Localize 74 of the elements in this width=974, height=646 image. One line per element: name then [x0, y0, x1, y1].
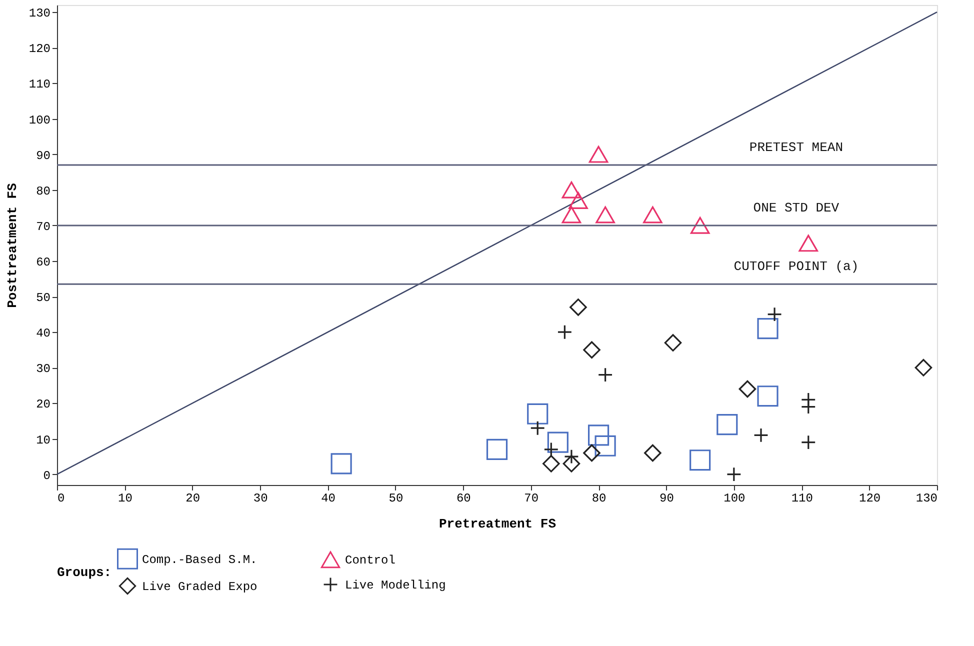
x-tick-label: 0	[58, 492, 65, 506]
y-tick-label: 30	[36, 362, 50, 376]
point	[564, 449, 579, 464]
point	[800, 399, 816, 414]
point	[527, 403, 548, 424]
point	[562, 181, 582, 198]
point	[690, 450, 711, 471]
y-tick-label: 40	[36, 326, 50, 341]
legend-label: Comp.-Based S.M.	[142, 552, 258, 567]
point	[738, 380, 756, 398]
legend-label: Control	[345, 554, 396, 568]
point	[767, 306, 782, 322]
x-tick-label: 90	[660, 492, 674, 506]
ref-line-label: CUTOFF POINT (a)	[734, 259, 859, 274]
x-tick-label: 100	[724, 492, 746, 506]
legend-title: Groups:	[57, 565, 112, 580]
y-tick-label: 70	[36, 220, 50, 234]
point	[643, 206, 662, 224]
ref-line-label: PRETEST MEAN	[749, 140, 844, 155]
point	[598, 367, 613, 382]
legend-label: Live Graded Expo	[142, 580, 258, 594]
point	[570, 298, 587, 316]
y-tick-label: 0	[43, 468, 50, 483]
ref-line-label: ONE STD DEV	[753, 200, 840, 216]
point	[547, 432, 568, 453]
point	[690, 216, 710, 234]
point	[583, 341, 600, 359]
x-tick-label: 60	[456, 492, 471, 506]
point	[757, 386, 778, 407]
x-tick-label: 80	[592, 492, 606, 506]
point	[588, 424, 610, 446]
point	[330, 453, 352, 474]
x-tick-label: 110	[791, 492, 813, 506]
point	[757, 318, 778, 340]
point	[716, 414, 738, 436]
point	[486, 438, 508, 460]
y-tick-label: 100	[28, 113, 50, 128]
y-tick-label: 90	[36, 148, 50, 163]
point	[596, 206, 615, 224]
x-tick-label: 40	[321, 492, 336, 506]
y-tick-label: 80	[36, 184, 50, 198]
x-tick-label: 20	[186, 492, 200, 506]
y-tick-label: 120	[28, 42, 50, 56]
point	[562, 455, 580, 472]
y-tick-label: 10	[36, 433, 50, 448]
point	[583, 444, 600, 462]
point	[542, 455, 560, 472]
point	[914, 359, 932, 376]
point	[800, 434, 816, 450]
point	[726, 466, 742, 482]
point	[530, 420, 546, 436]
point	[568, 192, 588, 210]
x-tick-label: 120	[859, 492, 881, 506]
point	[798, 234, 818, 252]
point	[753, 428, 769, 443]
y-tick-label: 60	[36, 256, 50, 270]
point	[664, 334, 682, 352]
x-tick-label: 30	[253, 492, 268, 506]
legend-label: Live Modelling	[345, 578, 446, 592]
y-tick-label: 110	[28, 78, 50, 92]
y-axis-title: Posttreatment FS	[4, 182, 20, 308]
y-tick-label: 130	[28, 6, 50, 21]
point	[588, 146, 608, 163]
point	[562, 206, 582, 224]
x-tick-label: 10	[118, 492, 132, 506]
x-axis-title: Pretreatment FS	[438, 516, 556, 532]
x-tick-label: 50	[388, 492, 404, 506]
y-tick-label: 50	[36, 291, 50, 306]
x-tick-label: 130	[916, 492, 938, 506]
point	[644, 444, 662, 462]
x-tick-label: 70	[524, 492, 539, 506]
y-tick-label: 20	[36, 398, 50, 412]
point	[557, 324, 572, 340]
point	[594, 435, 616, 456]
